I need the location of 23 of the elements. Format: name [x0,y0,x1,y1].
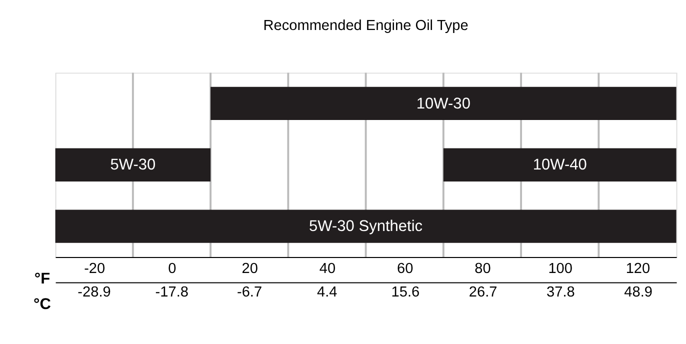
x2-tick-label: 26.7 [468,284,498,300]
x-axis-title: °F [34,270,50,288]
x-tick-label: 100 [548,261,572,278]
x-tick-label: 40 [319,261,336,278]
x2-tick-label: 4.4 [317,284,338,300]
x-tick-label: -20 [84,261,106,278]
x2-tick-label: 37.8 [546,284,575,300]
x2-axis-title: °C [33,296,51,313]
x-tick-label: 60 [397,261,414,278]
x-tick-label: 80 [474,261,491,278]
x-tick-label: 120 [626,261,650,278]
series-label: 10W-30 [416,95,471,112]
series-label: 5W-30 Synthetic [309,218,423,236]
x2-tick-label: -6.7 [236,284,262,300]
x2-tick-label: -28.9 [78,284,111,300]
x2-tick-label: 48.9 [624,284,652,300]
x-tick-label: 0 [168,261,176,278]
series-label: 5W-30 [110,156,156,174]
x-tick-label: 20 [242,261,258,278]
x2-tick-label: 15.6 [391,284,420,300]
chart-title: Recommended Engine Oil Type [263,18,468,34]
x2-tick-label: -17.8 [155,284,188,300]
series-label: 10W-40 [532,156,588,174]
